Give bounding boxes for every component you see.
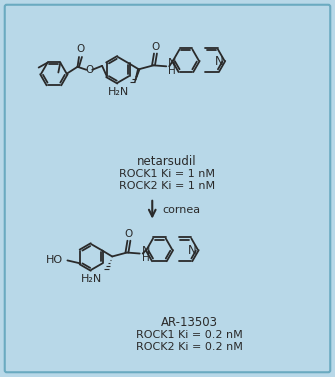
Text: O: O: [85, 65, 93, 75]
Text: H₂N: H₂N: [108, 87, 129, 97]
Text: N: N: [168, 58, 177, 68]
Polygon shape: [135, 69, 140, 82]
Text: H: H: [142, 253, 149, 264]
Text: N: N: [142, 245, 150, 256]
Text: HO: HO: [45, 256, 63, 265]
Text: ROCK1 Ki = 1 nM: ROCK1 Ki = 1 nM: [119, 169, 215, 179]
Text: O: O: [151, 41, 159, 52]
FancyBboxPatch shape: [5, 5, 330, 372]
Text: O: O: [76, 44, 85, 54]
Text: O: O: [125, 229, 133, 239]
Text: cornea: cornea: [162, 205, 200, 215]
Text: H₂N: H₂N: [81, 274, 103, 284]
Text: N: N: [214, 55, 223, 67]
Text: netarsudil: netarsudil: [137, 155, 197, 169]
Text: H: H: [168, 66, 176, 76]
Text: ROCK2 Ki = 1 nM: ROCK2 Ki = 1 nM: [119, 181, 215, 191]
Text: N: N: [188, 244, 197, 257]
Text: ROCK1 Ki = 0.2 nM: ROCK1 Ki = 0.2 nM: [136, 330, 243, 340]
Text: ROCK2 Ki = 0.2 nM: ROCK2 Ki = 0.2 nM: [136, 342, 243, 352]
Text: AR-13503: AR-13503: [161, 316, 218, 329]
